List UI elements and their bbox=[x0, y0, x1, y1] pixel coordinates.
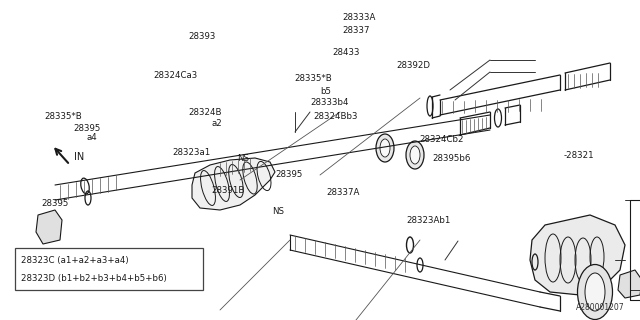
Text: 28333A: 28333A bbox=[342, 13, 376, 22]
Text: 28323a1: 28323a1 bbox=[173, 148, 211, 156]
Text: 28395b6: 28395b6 bbox=[432, 154, 470, 163]
Text: 28323Ab1: 28323Ab1 bbox=[406, 216, 451, 225]
Polygon shape bbox=[192, 158, 275, 210]
Text: NS: NS bbox=[272, 207, 284, 216]
Ellipse shape bbox=[380, 139, 390, 157]
Text: 28395: 28395 bbox=[275, 170, 303, 179]
Text: 28392D: 28392D bbox=[397, 61, 431, 70]
Ellipse shape bbox=[577, 265, 612, 319]
Text: a4: a4 bbox=[86, 133, 97, 142]
Text: IN: IN bbox=[74, 152, 84, 162]
Text: 28324Bb3: 28324Bb3 bbox=[314, 112, 358, 121]
Ellipse shape bbox=[406, 141, 424, 169]
Ellipse shape bbox=[376, 134, 394, 162]
Ellipse shape bbox=[585, 273, 605, 311]
Polygon shape bbox=[36, 210, 62, 244]
Text: 28393: 28393 bbox=[189, 32, 216, 41]
Ellipse shape bbox=[410, 146, 420, 164]
Text: A280001207: A280001207 bbox=[577, 303, 625, 312]
Text: -28321: -28321 bbox=[563, 151, 594, 160]
Bar bbox=[15, 248, 203, 290]
Text: 28391B: 28391B bbox=[211, 186, 244, 195]
Polygon shape bbox=[618, 270, 640, 298]
Text: 28323D (b1+b2+b3+b4+b5+b6): 28323D (b1+b2+b3+b4+b5+b6) bbox=[21, 275, 167, 284]
Text: 28324Ca3: 28324Ca3 bbox=[154, 71, 198, 80]
Text: 28335*B: 28335*B bbox=[45, 112, 83, 121]
Text: 28333b4: 28333b4 bbox=[310, 98, 349, 107]
Text: 28323C (a1+a2+a3+a4): 28323C (a1+a2+a3+a4) bbox=[21, 257, 129, 266]
Polygon shape bbox=[530, 215, 625, 295]
Text: 28324B: 28324B bbox=[189, 108, 222, 116]
Text: 28324Cb2: 28324Cb2 bbox=[419, 135, 464, 144]
Text: 28335*B: 28335*B bbox=[294, 74, 332, 83]
Text: b5: b5 bbox=[320, 87, 331, 96]
Text: NS: NS bbox=[237, 154, 249, 163]
Text: 28337A: 28337A bbox=[326, 188, 360, 196]
Text: 28433: 28433 bbox=[333, 48, 360, 57]
Text: 28337: 28337 bbox=[342, 26, 370, 35]
Text: 28395: 28395 bbox=[74, 124, 101, 132]
Text: 28395: 28395 bbox=[42, 199, 69, 208]
Text: a2: a2 bbox=[211, 119, 222, 128]
